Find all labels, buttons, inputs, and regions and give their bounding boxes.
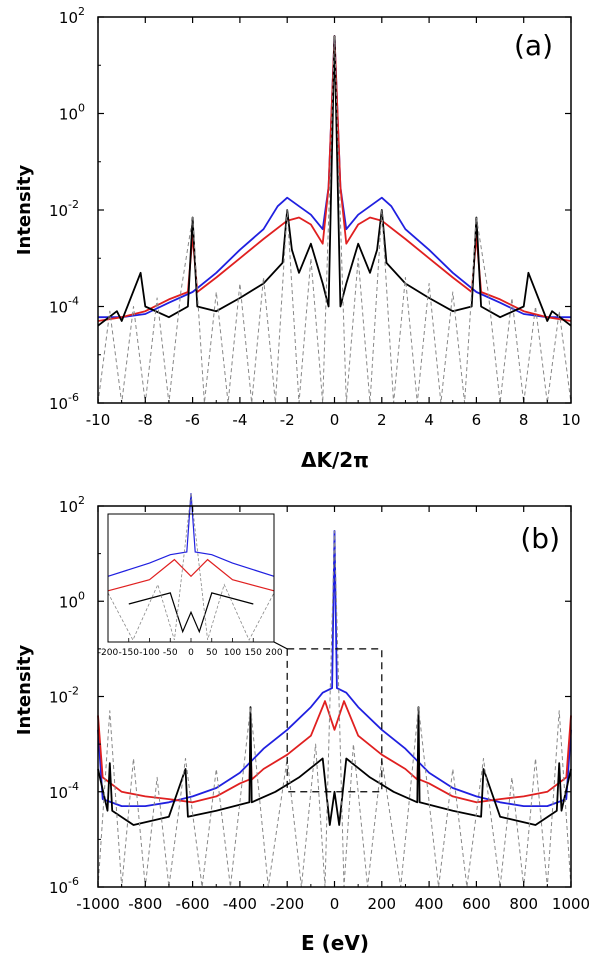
red-series-line bbox=[97, 35, 572, 322]
panel-a-label: (a) bbox=[514, 29, 553, 62]
inset-x-tick-label: -150 bbox=[119, 648, 140, 658]
panel-b-zoom-box bbox=[286, 648, 383, 793]
y-tick-base: 10 bbox=[49, 879, 68, 897]
y-tick-base: 10 bbox=[49, 202, 68, 220]
y-tick-label: 100 bbox=[59, 102, 85, 124]
inset-x-tick-label: 150 bbox=[245, 648, 262, 658]
x-tick-label: -2 bbox=[280, 411, 295, 429]
blue-series-line bbox=[98, 35, 571, 319]
inset-x-tick-label: -200 bbox=[98, 648, 119, 658]
inset-callout-line bbox=[273, 641, 288, 650]
y-tick-exponent: -6 bbox=[68, 875, 79, 888]
x-tick-label: 4 bbox=[424, 411, 434, 429]
x-tick-label: -4 bbox=[232, 411, 247, 429]
inset-blue-series-line bbox=[107, 493, 275, 577]
panel-b-label: (b) bbox=[520, 522, 560, 555]
y-tick-label: 10-4 bbox=[49, 295, 79, 317]
inset-x-tick-label: 200 bbox=[265, 648, 282, 658]
y-tick-exponent: 2 bbox=[78, 494, 85, 507]
panel-b-x-axis-label: E (eV) bbox=[301, 931, 369, 955]
y-tick-exponent: 0 bbox=[78, 589, 85, 602]
panel-a-y-axis-label: Intensity bbox=[14, 165, 35, 256]
x-tick-label: 0 bbox=[330, 895, 340, 913]
x-tick-label: 0 bbox=[330, 411, 340, 429]
x-tick-label: 8 bbox=[519, 411, 529, 429]
black-series-line bbox=[97, 35, 572, 327]
y-tick-label: 10-2 bbox=[49, 198, 79, 220]
y-tick-base: 10 bbox=[49, 784, 68, 802]
x-tick-label: 6 bbox=[472, 411, 482, 429]
y-tick-base: 10 bbox=[59, 593, 78, 611]
y-tick-base: 10 bbox=[59, 498, 78, 516]
x-tick-label: -200 bbox=[270, 895, 304, 913]
y-tick-base: 10 bbox=[49, 299, 68, 317]
y-tick-label: 102 bbox=[59, 5, 85, 27]
x-tick-label: -8 bbox=[138, 411, 153, 429]
inset-x-ticks: -200 -150 -100 -50 0 50 100 150 200 bbox=[98, 638, 283, 658]
panel-a-x-axis-label: ΔK/2π bbox=[301, 448, 369, 472]
dashed-series-line bbox=[97, 35, 572, 404]
x-tick-label: 800 bbox=[509, 895, 538, 913]
x-tick-label: 400 bbox=[415, 895, 444, 913]
panel-b-y-axis-label: Intensity bbox=[14, 645, 35, 736]
inset-black-series-line bbox=[128, 592, 254, 634]
y-tick-label: 10-4 bbox=[49, 780, 79, 802]
red-series-line bbox=[97, 700, 572, 804]
inset-x-tick-label: 100 bbox=[224, 648, 241, 658]
inset-x-tick-label: -50 bbox=[163, 648, 178, 658]
x-tick-label: -6 bbox=[185, 411, 200, 429]
x-tick-label: 600 bbox=[462, 895, 491, 913]
inset-x-tick-label: 50 bbox=[206, 648, 218, 658]
inset-red-series-line bbox=[107, 558, 275, 592]
x-tick-label: 10 bbox=[561, 411, 580, 429]
y-tick-exponent: 0 bbox=[78, 102, 85, 115]
y-tick-label: 100 bbox=[59, 589, 85, 611]
x-tick-label: -400 bbox=[223, 895, 257, 913]
black-series-line bbox=[97, 706, 572, 826]
y-tick-base: 10 bbox=[49, 689, 68, 707]
y-tick-exponent: 2 bbox=[78, 5, 85, 18]
inset-background bbox=[108, 514, 274, 642]
inset-series bbox=[107, 493, 275, 641]
panel-a-series bbox=[97, 35, 572, 404]
y-tick-label: 102 bbox=[59, 494, 85, 516]
panel-b-series bbox=[97, 530, 572, 888]
y-tick-base: 10 bbox=[59, 9, 78, 27]
y-tick-exponent: -4 bbox=[68, 295, 79, 308]
x-tick-label: -800 bbox=[128, 895, 162, 913]
y-tick-base: 10 bbox=[59, 106, 78, 124]
panel-a-x-ticks: -10 -8 -6 -4 -2 0 2 4 6 8 10 bbox=[86, 17, 581, 429]
y-tick-exponent: -2 bbox=[68, 685, 79, 698]
x-tick-label: -1000 bbox=[76, 895, 120, 913]
inset-x-tick-label: 0 bbox=[188, 648, 194, 658]
x-tick-label: -10 bbox=[86, 411, 111, 429]
x-tick-label: -600 bbox=[176, 895, 210, 913]
panel-b-x-ticks: -1000 -800 -600 -400 -200 0 200 400 600 800 1000 bbox=[76, 506, 590, 913]
inset-x-tick-label: -100 bbox=[139, 648, 160, 658]
panel-b-inset: -200 -150 -100 -50 0 50 100 150 200 bbox=[98, 493, 283, 658]
x-tick-label: 200 bbox=[367, 895, 396, 913]
panel-b: -200 -150 -100 -50 0 50 100 150 200 -1000 -800 -60… bbox=[14, 493, 590, 955]
y-tick-label: 10-6 bbox=[49, 391, 79, 413]
y-tick-base: 10 bbox=[49, 395, 68, 413]
y-tick-label: 10-2 bbox=[49, 685, 79, 707]
inset-dashed-series-line bbox=[107, 493, 275, 641]
x-tick-label: 1000 bbox=[552, 895, 590, 913]
y-tick-exponent: -4 bbox=[68, 780, 79, 793]
dashed-series-line bbox=[97, 530, 572, 888]
y-tick-exponent: -6 bbox=[68, 391, 79, 404]
y-tick-label: 10-6 bbox=[49, 875, 79, 897]
x-tick-label: 2 bbox=[377, 411, 387, 429]
y-tick-exponent: -2 bbox=[68, 198, 79, 211]
